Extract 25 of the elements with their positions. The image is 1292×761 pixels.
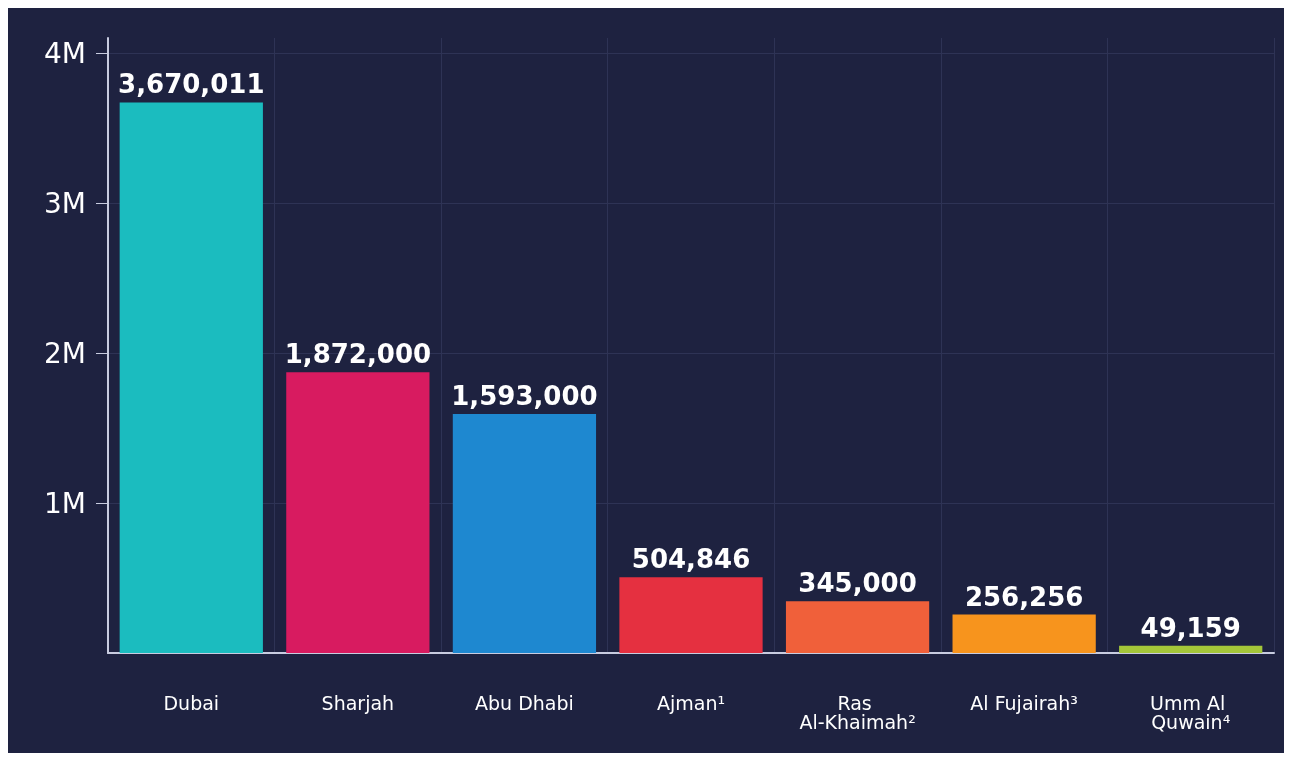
y-tick-label: 4M: [44, 36, 86, 70]
data-label: 1,593,000: [451, 381, 598, 412]
data-label: 3,670,011: [118, 69, 265, 100]
bar: [952, 614, 1096, 653]
bar: [785, 601, 930, 653]
x-tick-label: Umm Al Quwain⁴: [1150, 691, 1232, 733]
data-label: 256,256: [964, 581, 1084, 612]
y-tick-label: 2M: [44, 336, 86, 370]
x-tick-label: Abu Dhabi: [475, 691, 574, 714]
data-label: 1,872,000: [284, 339, 432, 370]
data-label: 345,000: [798, 568, 917, 599]
bar: [1119, 645, 1263, 653]
x-tick-label: Dubai: [163, 691, 220, 714]
data-label: 49,159: [1140, 612, 1241, 643]
bar: [286, 372, 430, 653]
x-tick-label: Al Fujairah³: [970, 691, 1078, 714]
x-tick-label: Sharjah: [321, 691, 395, 714]
bar: [452, 414, 597, 653]
y-tick-label: 1M: [44, 486, 86, 520]
bar: [119, 102, 263, 653]
x-tick-label: Ajman¹: [656, 691, 726, 714]
x-tick-label: Ras Al-Khaimah²: [799, 691, 916, 733]
bar: [619, 577, 763, 653]
data-label: 504,846: [631, 544, 751, 575]
y-tick-label: 3M: [44, 186, 86, 220]
